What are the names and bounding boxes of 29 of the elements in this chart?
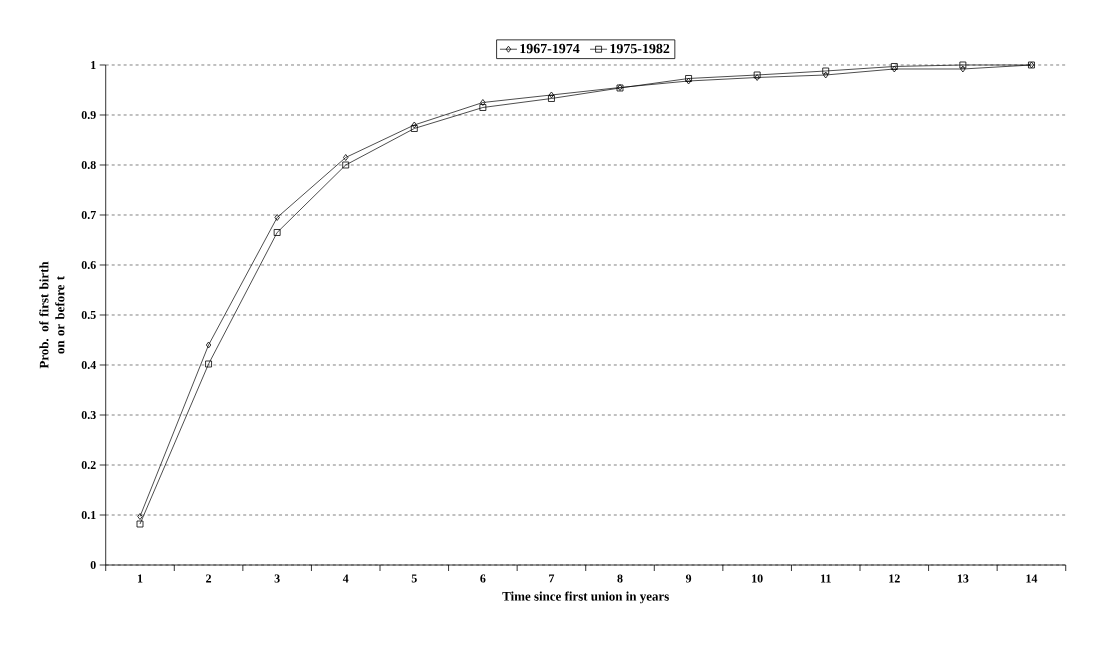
x-tick-label: 14	[1026, 574, 1038, 583]
x-tick-label: 11	[821, 574, 831, 583]
y-tick-label: 0.2	[81, 460, 96, 470]
x-tick-label: 1	[137, 574, 143, 583]
y-tick-label: 0.9	[81, 110, 96, 120]
x-tick-label: 8	[617, 574, 623, 583]
y-tick-label: 0.3	[81, 410, 96, 420]
x-tick-label: 10	[752, 574, 763, 583]
y-tick-label: 0.5	[81, 310, 96, 320]
x-axis-title: Time since first union in years	[502, 591, 669, 604]
x-tick-label: 12	[889, 574, 900, 583]
y-tick-label: 0.4	[81, 360, 96, 370]
x-tick-label: 3	[274, 574, 280, 583]
y-tick-label: 0.1	[81, 510, 96, 520]
x-tick-label: 5	[411, 574, 417, 583]
x-tick-label: 4	[342, 574, 349, 583]
y-tick-label: 0.6	[81, 260, 96, 270]
x-tick-label: 13	[957, 574, 969, 583]
y-tick-label: 0.7	[81, 210, 96, 220]
y-tick-label: 0.8	[81, 160, 96, 170]
x-tick-label: 6	[480, 574, 486, 583]
y-axis-title: Prob. of first birth on or before t	[39, 261, 65, 369]
legend-label: 1967-1974	[520, 43, 580, 54]
x-tick-label: 7	[549, 574, 555, 583]
y-tick-label: 1	[91, 61, 96, 69]
x-tick-label: 2	[206, 574, 212, 583]
legend-label: 1975-1982	[610, 43, 670, 54]
y-tick-label: 0	[90, 560, 96, 570]
x-tick-label: 9	[685, 574, 692, 583]
